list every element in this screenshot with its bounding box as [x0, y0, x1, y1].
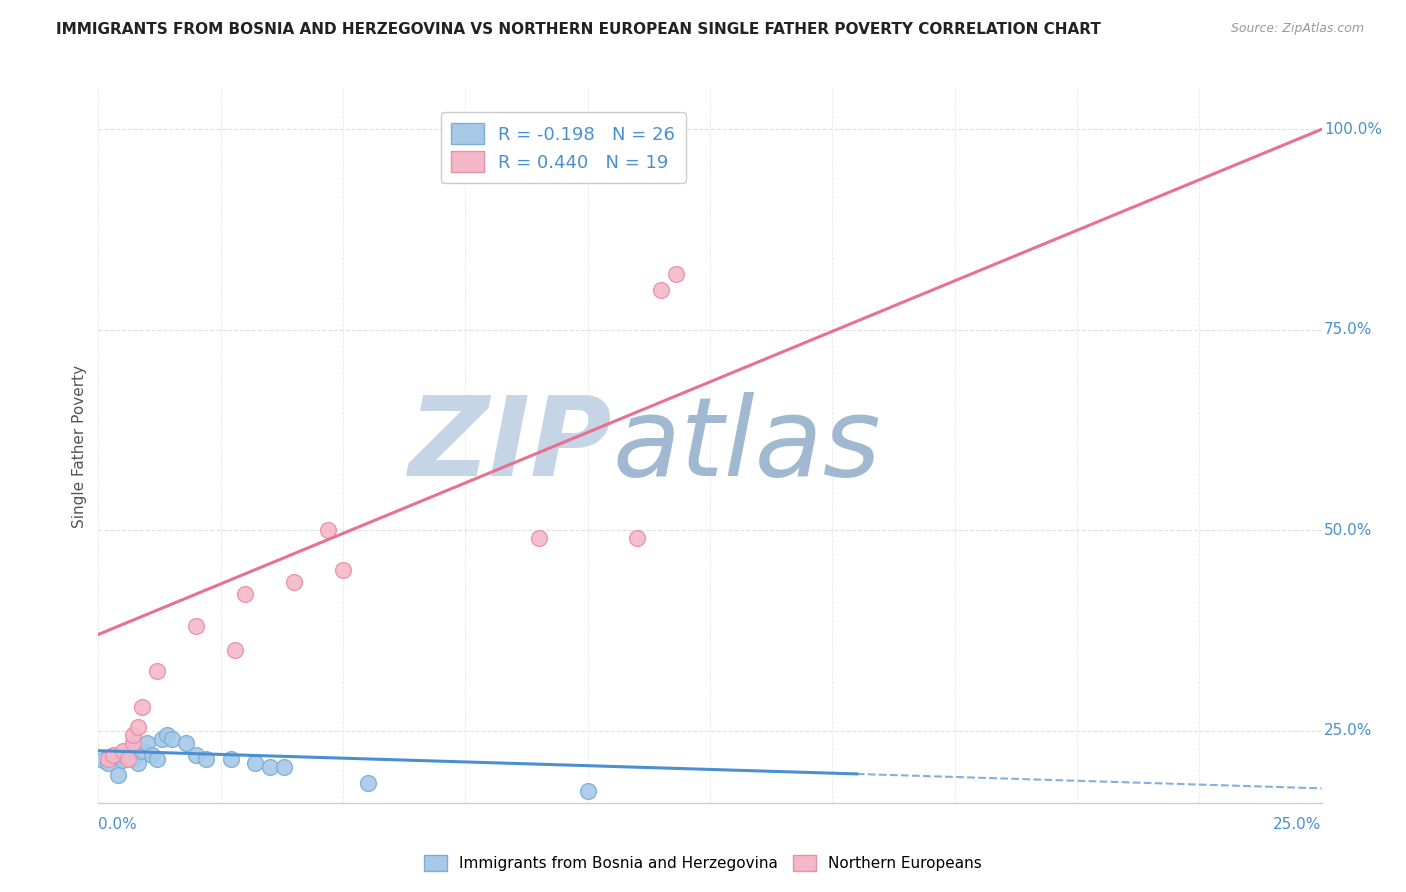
Text: 75.0%: 75.0%: [1324, 322, 1372, 337]
Point: [101, 747, 124, 762]
Point: [127, 756, 149, 770]
Point: [356, 776, 378, 790]
Point: [626, 531, 648, 545]
Text: IMMIGRANTS FROM BOSNIA AND HERZEGOVINA VS NORTHERN EUROPEAN SINGLE FATHER POVERT: IMMIGRANTS FROM BOSNIA AND HERZEGOVINA V…: [56, 22, 1101, 37]
Point: [527, 531, 550, 545]
Point: [127, 720, 149, 734]
Text: 25.0%: 25.0%: [1324, 723, 1372, 739]
Point: [111, 747, 134, 762]
Point: [576, 784, 599, 798]
Point: [121, 752, 143, 766]
Y-axis label: Single Father Poverty: Single Father Poverty: [72, 365, 87, 527]
Legend: Immigrants from Bosnia and Herzegovina, Northern Europeans: Immigrants from Bosnia and Herzegovina, …: [418, 849, 988, 877]
Point: [121, 728, 143, 742]
Point: [146, 752, 169, 766]
Point: [243, 756, 266, 770]
Point: [176, 736, 198, 750]
Point: [117, 746, 139, 760]
Text: 50.0%: 50.0%: [1324, 523, 1372, 538]
Point: [150, 731, 173, 746]
Point: [273, 760, 295, 774]
Point: [219, 752, 242, 766]
Point: [195, 752, 218, 766]
Point: [121, 736, 143, 750]
Point: [332, 563, 354, 577]
Text: 100.0%: 100.0%: [1324, 122, 1382, 136]
Point: [665, 267, 688, 281]
Point: [141, 747, 163, 762]
Point: [224, 643, 246, 657]
Point: [146, 664, 169, 678]
Point: [111, 753, 134, 767]
Point: [121, 739, 143, 754]
Text: 25.0%: 25.0%: [1274, 817, 1322, 832]
Point: [283, 575, 305, 590]
Point: [136, 736, 159, 750]
Point: [101, 749, 124, 764]
Point: [107, 768, 129, 782]
Point: [97, 752, 120, 766]
Text: ZIP: ZIP: [409, 392, 612, 500]
Point: [186, 619, 208, 633]
Text: atlas: atlas: [612, 392, 880, 500]
Point: [97, 756, 120, 770]
Point: [117, 752, 139, 766]
Text: Source: ZipAtlas.com: Source: ZipAtlas.com: [1230, 22, 1364, 36]
Point: [131, 744, 153, 758]
Point: [318, 523, 340, 537]
Point: [259, 760, 281, 774]
Point: [156, 728, 179, 742]
Point: [186, 747, 208, 762]
Point: [650, 283, 672, 297]
Text: 0.0%: 0.0%: [98, 817, 138, 832]
Point: [160, 731, 183, 746]
Point: [233, 587, 256, 601]
Point: [91, 753, 114, 767]
Point: [131, 699, 153, 714]
Point: [111, 744, 134, 758]
Legend: R = -0.198   N = 26, R = 0.440   N = 19: R = -0.198 N = 26, R = 0.440 N = 19: [440, 112, 686, 183]
